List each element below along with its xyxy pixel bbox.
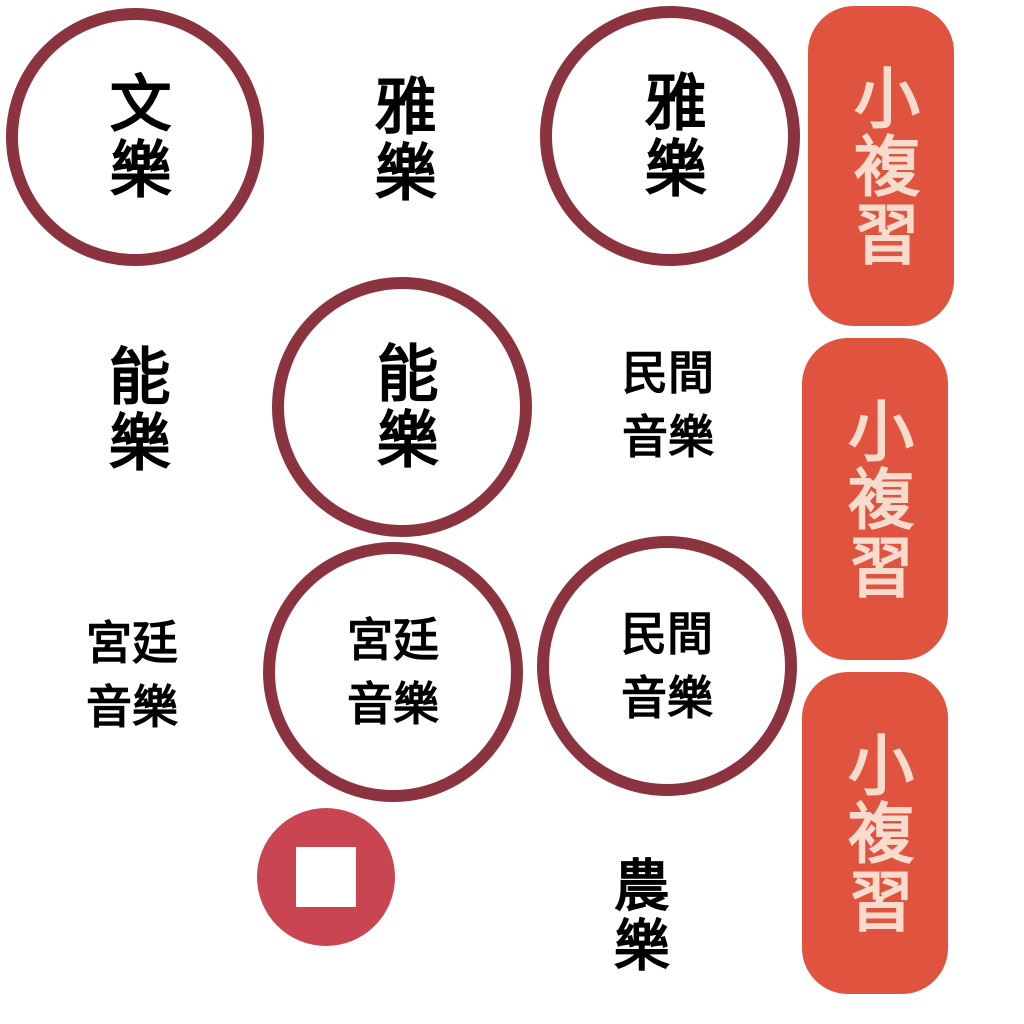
card-label: 農樂 bbox=[604, 856, 670, 976]
card-nengyue-selected[interactable]: 能樂 bbox=[272, 277, 532, 537]
card-gongting-selected[interactable]: 宮廷音樂 bbox=[263, 542, 523, 802]
card-label: 雅樂 bbox=[363, 74, 437, 206]
stop-button[interactable] bbox=[257, 808, 395, 946]
card-minjian-selected[interactable]: 民間音樂 bbox=[537, 536, 797, 796]
card-label: 民間音樂 bbox=[622, 345, 714, 464]
review-button-1[interactable]: 小複習 bbox=[808, 6, 954, 326]
card-label: 能樂 bbox=[365, 341, 439, 473]
card-nongyue-plain[interactable]: 農樂 bbox=[566, 836, 706, 996]
card-label: 宮廷音樂 bbox=[347, 612, 439, 731]
card-label: 宮廷音樂 bbox=[86, 615, 178, 734]
review-button-2[interactable]: 小複習 bbox=[802, 338, 948, 660]
card-gongting-plain[interactable]: 宮廷音樂 bbox=[62, 600, 202, 750]
review-button-label: 小複習 bbox=[842, 64, 920, 268]
card-yayue-plain[interactable]: 雅樂 bbox=[330, 40, 470, 240]
stop-square-icon bbox=[296, 847, 356, 907]
review-button-label: 小複習 bbox=[836, 397, 914, 601]
card-label: 雅樂 bbox=[633, 70, 707, 202]
review-button-label: 小複習 bbox=[836, 731, 914, 935]
card-nengyue-plain[interactable]: 能樂 bbox=[64, 310, 204, 510]
card-label: 民間音樂 bbox=[621, 606, 713, 725]
card-label: 能樂 bbox=[97, 344, 171, 476]
card-minjian-plain[interactable]: 民間音樂 bbox=[598, 330, 738, 480]
review-button-3[interactable]: 小複習 bbox=[802, 672, 948, 994]
card-yayue-selected[interactable]: 雅樂 bbox=[540, 6, 800, 266]
card-wenyue[interactable]: 文樂 bbox=[6, 8, 264, 266]
card-label: 文樂 bbox=[98, 71, 172, 203]
